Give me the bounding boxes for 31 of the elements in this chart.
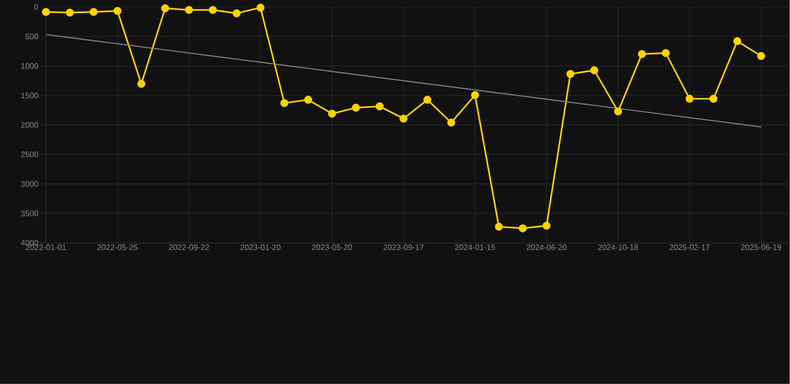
point — [137, 80, 146, 88]
point — [400, 114, 408, 123]
point — [232, 9, 241, 18]
point — [376, 102, 384, 110]
point — [423, 96, 432, 104]
point — [161, 4, 170, 12]
point — [590, 66, 598, 74]
point — [614, 107, 622, 116]
point — [686, 94, 694, 103]
point — [66, 8, 74, 17]
point — [733, 37, 742, 46]
point — [42, 8, 50, 16]
point — [280, 99, 288, 108]
point — [494, 222, 503, 231]
point — [566, 70, 574, 78]
point — [757, 52, 766, 60]
point — [638, 50, 646, 58]
point — [471, 91, 480, 100]
point — [352, 104, 360, 112]
point — [518, 224, 527, 232]
point — [113, 7, 122, 16]
point — [542, 222, 551, 230]
point — [208, 6, 217, 14]
point — [256, 4, 264, 12]
point — [447, 118, 456, 127]
point — [662, 49, 670, 58]
point — [709, 94, 718, 103]
point — [90, 8, 98, 16]
point — [185, 6, 193, 14]
point — [304, 96, 312, 104]
point — [328, 110, 336, 118]
